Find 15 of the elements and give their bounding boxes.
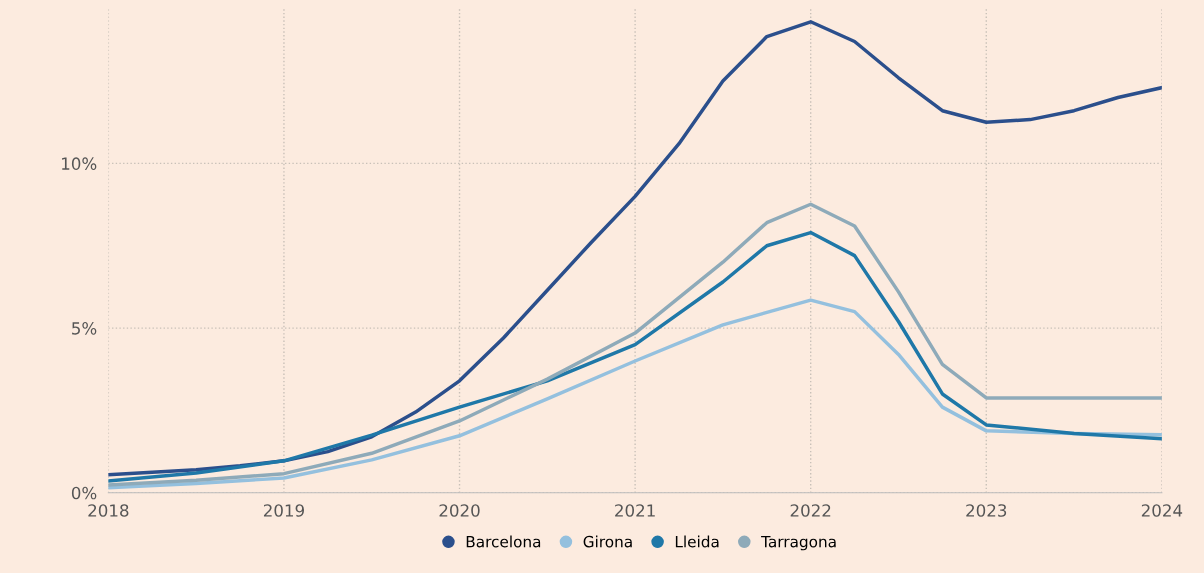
legend-label: Barcelona <box>466 535 541 548</box>
x-tick-label: 2019 <box>263 504 304 517</box>
y-tick-label: 5% <box>72 322 97 335</box>
x-tick-label: 2020 <box>439 504 480 517</box>
y-tick-label: 10% <box>62 157 97 170</box>
line-series <box>108 20 1162 477</box>
x-tick-label: 2024 <box>1141 504 1183 517</box>
legend-label: Lleida <box>675 535 719 548</box>
x-tick-label: 2023 <box>966 504 1007 517</box>
x-tick-label: 2022 <box>790 504 831 517</box>
y-tick-label: 0% <box>71 486 97 500</box>
legend-label: Tarragona <box>761 536 836 551</box>
legend-label: Girona <box>583 535 632 548</box>
x-tick-label: 2021 <box>615 504 655 517</box>
x-tick-label: 2018 <box>88 504 129 517</box>
